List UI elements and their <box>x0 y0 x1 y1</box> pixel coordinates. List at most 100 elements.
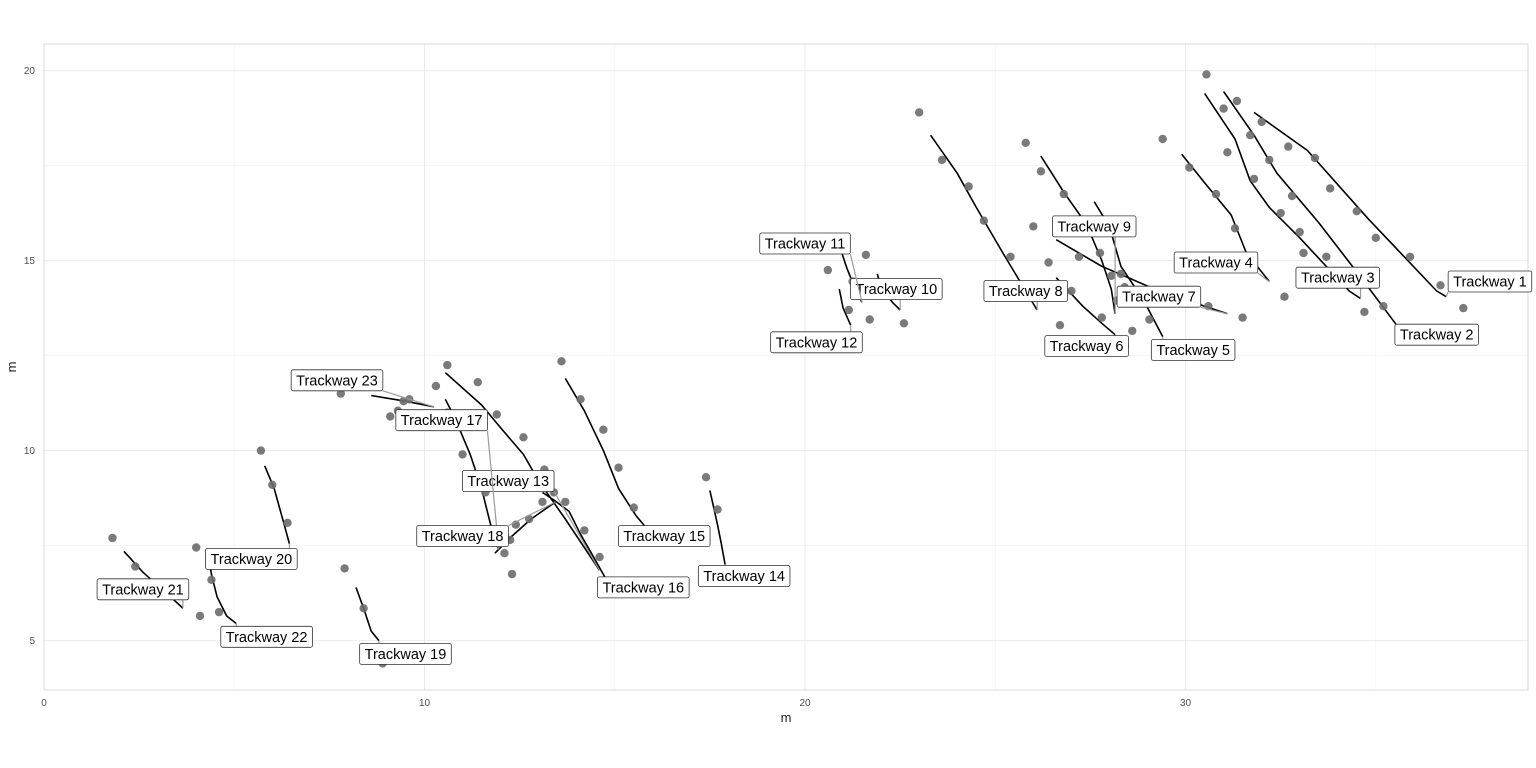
footprint-point <box>283 518 292 527</box>
footprint-point <box>359 604 368 613</box>
trackway-labels: Trackway 1 Trackway 2 Trackway 3 Trackway 4… <box>96 215 1533 665</box>
label-leader-line <box>1257 272 1270 282</box>
footprint-point <box>340 564 349 573</box>
footprint-point <box>1276 208 1285 218</box>
trackway-lines <box>123 91 1447 642</box>
footprint-point <box>979 216 989 225</box>
trackway-label: Trackway 21 <box>96 578 190 609</box>
footprint-point <box>861 250 871 260</box>
trackway-label-text: Trackway 5 <box>1156 343 1230 359</box>
trackway-label: Trackway 8 <box>983 280 1068 310</box>
trackway-label-text: Trackway 23 <box>296 373 378 389</box>
footprint-point <box>1322 252 1331 261</box>
trackway-line <box>355 587 380 642</box>
trackway-label: Trackway 7 <box>1116 285 1228 315</box>
trackway-label-text: Trackway 17 <box>401 413 483 429</box>
trackway-label-text: Trackway 2 <box>1400 328 1474 344</box>
footprint-point <box>713 505 722 514</box>
footprint-point <box>1295 227 1304 237</box>
label-box <box>1150 338 1236 361</box>
trackway-line <box>444 372 601 571</box>
x-tick-label: 0 <box>41 698 47 709</box>
x-tick-label: 30 <box>1180 698 1192 709</box>
footprint-point <box>1219 104 1228 113</box>
footprint-point <box>701 473 711 482</box>
footprint-point <box>580 526 589 535</box>
trackway-line <box>1040 155 1116 314</box>
footprint-point <box>561 497 570 507</box>
trackway-label: Trackway 1 <box>1445 270 1533 297</box>
footprint-point <box>386 412 395 421</box>
footprint-point <box>1405 252 1415 261</box>
label-box <box>1447 270 1533 293</box>
footprint-point <box>865 315 874 324</box>
trackway-line <box>1253 111 1447 298</box>
trackway-label: Trackway 13 <box>461 470 601 571</box>
footprint-point <box>1352 207 1361 216</box>
footprint-point <box>899 319 909 328</box>
footprint-point <box>576 395 585 404</box>
trackway-line <box>263 465 291 544</box>
x-tick-label: 10 <box>419 698 431 709</box>
trackway-label-text: Trackway 10 <box>856 282 938 298</box>
trackway-label: Trackway 4 <box>1173 251 1270 282</box>
trackway-label: Trackway 23 <box>290 369 435 408</box>
trackway-label-text: Trackway 8 <box>989 284 1063 300</box>
grid <box>43 44 1528 690</box>
footprint-point <box>1230 224 1240 233</box>
footprint-point <box>1097 313 1107 322</box>
footprint-point <box>823 265 833 275</box>
footprint-point <box>268 480 277 489</box>
footprint-point <box>1360 307 1369 317</box>
x-axis-title: m <box>781 710 792 725</box>
trackway-line <box>838 288 852 326</box>
trackway-line <box>709 490 726 565</box>
label-box <box>597 576 690 599</box>
footprint-point <box>1067 286 1076 296</box>
label-leader-line <box>508 501 557 527</box>
footprint-point <box>207 575 216 584</box>
footprint-point <box>629 503 638 512</box>
label-leader-line <box>849 253 863 303</box>
footprint-point <box>1158 134 1167 144</box>
label-box <box>1052 215 1137 238</box>
label-box <box>220 625 313 648</box>
trackway-label-text: Trackway 9 <box>1057 219 1131 235</box>
footprint-point <box>1006 252 1015 261</box>
y-tick-label: 10 <box>24 446 36 457</box>
trackway-label: Trackway 17 <box>395 409 500 550</box>
trackway-label-text: Trackway 3 <box>1301 271 1375 287</box>
trackway-label-text: Trackway 16 <box>602 580 684 596</box>
label-leader-line <box>553 491 601 571</box>
footprint-point <box>1436 281 1445 290</box>
footprint-point <box>473 378 482 387</box>
x-axis-ticks: 0 10 20 30 <box>41 698 1191 709</box>
trackway-line <box>1222 91 1398 326</box>
trackway-label-text: Trackway 6 <box>1050 339 1124 355</box>
trackway-label-text: Trackway 4 <box>1179 256 1253 272</box>
label-leader-line <box>1200 306 1228 315</box>
footprint-point <box>1128 326 1137 336</box>
label-box <box>395 409 488 432</box>
trackway-label: Trackway 2 <box>1394 323 1479 346</box>
label-box <box>1394 323 1479 346</box>
footprint-point <box>256 446 266 455</box>
footprint-point <box>500 549 509 558</box>
trackway-label: Trackway 22 <box>220 623 313 648</box>
trackway-line <box>564 377 646 528</box>
trackway-label: Trackway 9 <box>1052 215 1137 314</box>
footprint-point <box>1107 271 1116 280</box>
footprint-point <box>1238 313 1247 322</box>
footprint-point <box>1232 96 1242 106</box>
label-box <box>1116 285 1202 308</box>
label-box <box>359 643 452 665</box>
footprint-point <box>1044 258 1053 267</box>
footprint-point <box>1246 131 1255 140</box>
footprint-point <box>1055 321 1065 330</box>
trackway-label: Trackway 15 <box>618 525 711 547</box>
footprint-point <box>964 182 973 191</box>
trackway-label-text: Trackway 20 <box>211 552 293 568</box>
footprint-point <box>519 433 528 442</box>
label-leader-line <box>382 390 435 408</box>
